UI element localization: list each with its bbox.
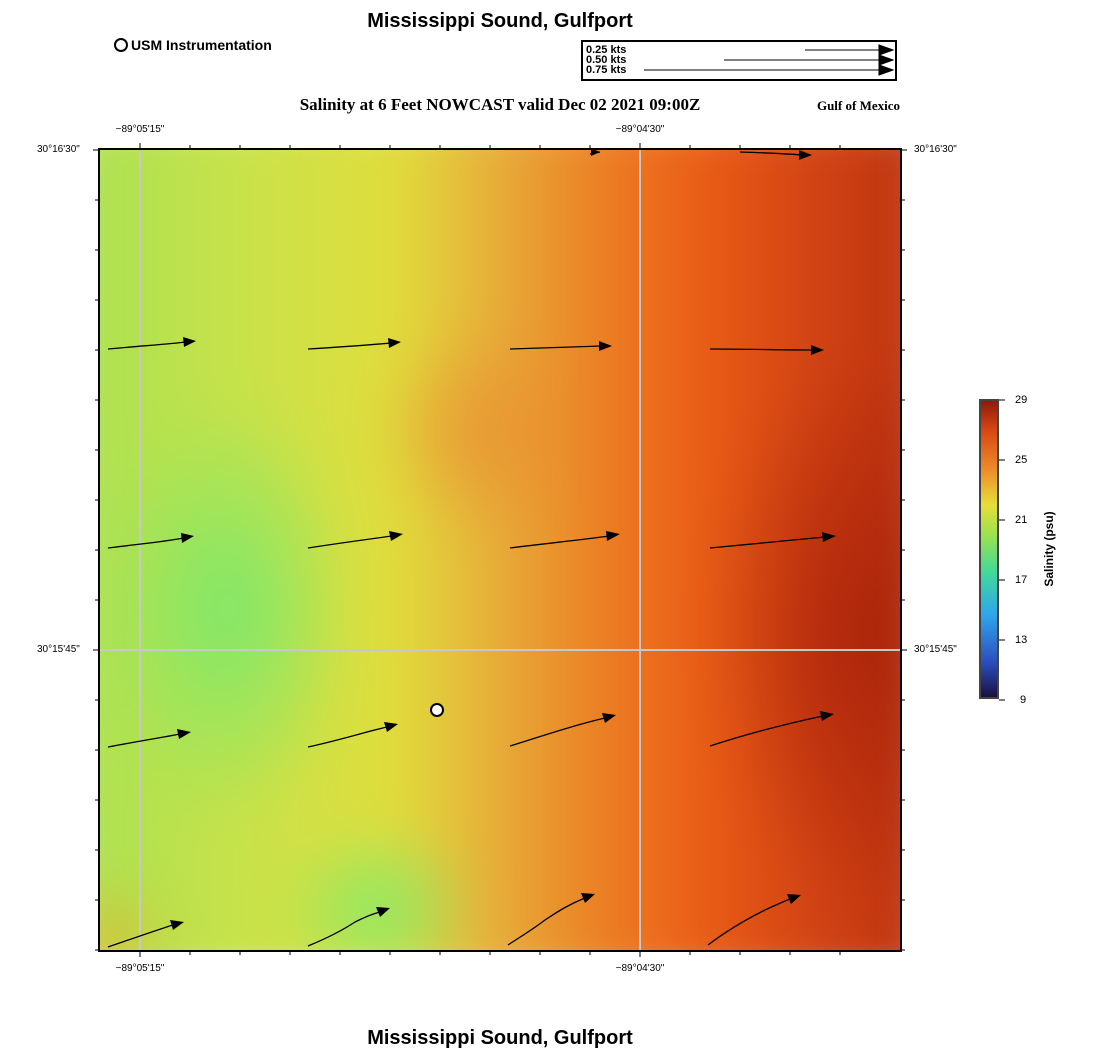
current-arrowhead	[388, 338, 401, 348]
colorbar-tick-13: 13	[1015, 634, 1028, 646]
instrument-legend-label: USM Instrumentation	[131, 37, 272, 53]
current-arrow	[107, 537, 184, 549]
current-arrow	[709, 536, 826, 549]
current-arrow	[709, 348, 813, 351]
current-arrow	[509, 345, 603, 350]
current-arrowhead	[599, 341, 612, 351]
current-arrowhead	[376, 907, 390, 917]
grid-line-lon-1	[139, 150, 141, 950]
lat-label-right-1: 30°16'30"	[914, 144, 957, 155]
footer-title: Mississippi Sound, Gulfport	[367, 1027, 633, 1049]
colorbar-tick-29: 29	[1015, 394, 1028, 406]
instrument-legend: USM Instrumentation	[114, 37, 272, 53]
region-label: Gulf of Mexico	[816, 98, 900, 113]
grid-line-lon-2	[639, 150, 641, 950]
scale-label-075: 0.75 kts	[586, 64, 627, 76]
current-arrowhead	[822, 532, 836, 542]
current-arrowhead	[820, 711, 834, 721]
current-arrow	[509, 535, 610, 549]
current-arrow	[107, 341, 187, 350]
lat-label-right-2: 30°15'45"	[914, 644, 957, 655]
colorbar-tick-17: 17	[1015, 574, 1028, 586]
current-arrow	[307, 911, 381, 947]
instrument-marker-icon	[114, 38, 128, 52]
colorbar-tick-25: 25	[1015, 454, 1028, 466]
colorbar-tick-9: 9	[1020, 694, 1027, 706]
colorbar-tick-21: 21	[1015, 514, 1028, 526]
current-arrowhead	[811, 345, 824, 355]
salinity-colorbar	[979, 399, 999, 699]
current-arrowhead	[787, 894, 801, 904]
colorbar-ticks	[999, 399, 1005, 701]
current-arrow	[707, 898, 791, 946]
scale-arrowhead-025	[878, 44, 895, 56]
current-arrowhead	[606, 531, 620, 541]
scale-arrows	[644, 44, 895, 76]
current-arrowhead	[581, 893, 595, 903]
current-arrowhead	[183, 337, 196, 347]
current-arrowhead	[177, 729, 191, 739]
current-arrow	[107, 733, 181, 748]
current-arrow	[307, 535, 393, 549]
map-subtitle: Salinity at 6 Feet NOWCAST valid Dec 02 …	[299, 95, 701, 114]
current-arrowhead	[181, 533, 194, 543]
lon-label-top-2: −89°04'30"	[615, 124, 665, 135]
usm-instrument-site[interactable]	[430, 703, 444, 717]
vector-scale-legend: 0.25 kts 0.50 kts 0.75 kts	[581, 40, 897, 81]
lat-label-left-2: 30°15'45"	[37, 644, 80, 655]
scale-label-050: 0.50 kts	[586, 54, 627, 66]
scale-arrowhead-050	[878, 54, 895, 66]
current-vectors	[107, 150, 836, 948]
current-arrowhead	[602, 713, 616, 723]
lon-label-bottom-1: −89°05'15"	[115, 963, 165, 974]
current-arrow	[307, 726, 388, 748]
current-arrowhead	[389, 531, 403, 541]
current-arrow	[509, 717, 606, 747]
current-arrow	[107, 924, 174, 948]
scale-label-025: 0.25 kts	[586, 44, 627, 56]
lat-label-left-1: 30°16'30"	[37, 144, 80, 155]
map-title: Mississippi Sound, Gulfport	[367, 10, 633, 32]
lon-label-top-1: −89°05'15"	[115, 124, 165, 135]
current-arrowhead	[591, 150, 600, 156]
salinity-field	[100, 150, 900, 950]
current-arrow	[507, 897, 586, 946]
lon-label-bottom-2: −89°04'30"	[615, 963, 665, 974]
salinity-map[interactable]	[100, 150, 900, 950]
colorbar-title: Salinity (psu)	[1042, 511, 1056, 587]
current-arrow	[307, 342, 392, 350]
current-arrowhead	[170, 920, 184, 930]
scale-arrowhead-075	[878, 64, 895, 76]
current-arrowhead	[384, 722, 398, 732]
current-arrow	[739, 151, 803, 156]
grid-line-lat	[100, 649, 900, 651]
current-arrow	[709, 715, 824, 747]
current-arrowhead	[799, 150, 812, 160]
